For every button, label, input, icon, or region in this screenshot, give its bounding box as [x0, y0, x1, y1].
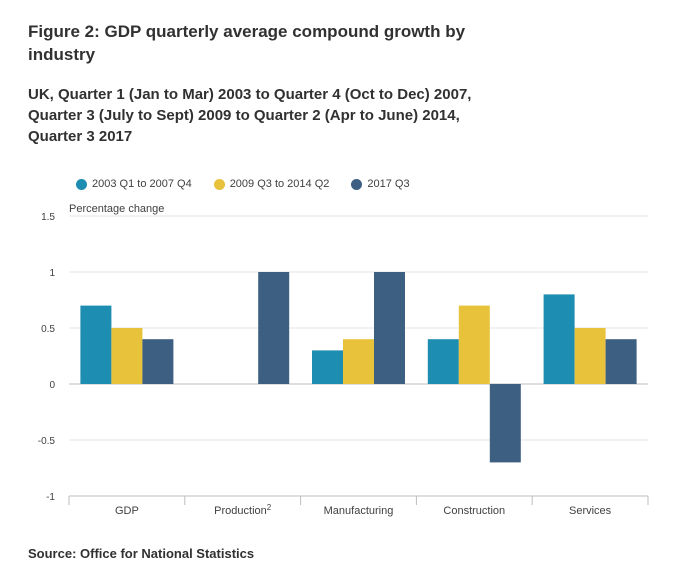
bar-manufacturing-series-2[interactable] [343, 339, 374, 384]
y-axis-label: Percentage change [69, 203, 164, 215]
bar-services-series-3[interactable] [605, 339, 637, 384]
y-tick-labels: 1.5 1 0.5 0 -0.5 -1 [38, 212, 56, 503]
x-tick-label-manufacturing: Manufacturing [324, 505, 394, 517]
legend-swatch-series-1 [76, 178, 87, 190]
legend-item-series-3[interactable]: 2017 Q3 [351, 178, 410, 190]
legend-label-series-2: 2009 Q3 to 2014 Q2 [229, 178, 330, 190]
bar-gdp-series-1[interactable] [80, 305, 112, 384]
legend-item-series-1[interactable]: 2003 Q1 to 2007 Q4 [76, 178, 192, 190]
y-tick-label: 0 [49, 380, 55, 391]
bar-gdp-series-3[interactable] [142, 339, 174, 384]
x-tick-label-gdp: GDP [115, 505, 139, 517]
chart-title: Figure 2: GDP quarterly average compound… [28, 22, 466, 64]
legend-swatch-series-2 [213, 178, 225, 190]
legend-swatch-series-3 [351, 178, 363, 190]
x-tick-label-production: Production2 [214, 503, 272, 517]
bar-production-series-3[interactable] [258, 272, 290, 384]
bars [80, 272, 637, 463]
y-tick-label: -1 [46, 492, 55, 503]
x-tick-labels: GDP Production2 Manufacturing Construction S… [115, 503, 612, 517]
bar-construction-series-1[interactable] [427, 339, 459, 384]
x-axis [68, 495, 649, 505]
bar-construction-series-3[interactable] [489, 384, 521, 463]
y-tick-label: -0.5 [38, 436, 56, 447]
bar-manufacturing-series-3[interactable] [374, 272, 405, 384]
bar-chart: Percentage change 1.5 1 0.5 0 -0.5 -1 GDP Prod… [38, 203, 649, 517]
x-tick-label-services: Services [569, 505, 612, 517]
legend-label-series-1: 2003 Q1 to 2007 Q4 [92, 178, 192, 190]
source-note: Source: Office for National Statistics [28, 546, 255, 561]
chart-subtitle: UK, Quarter 1 (Jan to Mar) 2003 to Quart… [28, 86, 472, 145]
y-tick-label: 1 [49, 268, 55, 279]
bar-manufacturing-series-1[interactable] [312, 350, 343, 384]
x-tick-label-construction: Construction [443, 505, 505, 517]
legend: 2003 Q1 to 2007 Q4 2009 Q3 to 2014 Q2 20… [76, 175, 432, 193]
legend-label-series-3: 2017 Q3 [367, 178, 410, 190]
bar-services-series-1[interactable] [543, 294, 575, 384]
footnote-superscript: 2 [267, 503, 272, 512]
bar-gdp-series-2[interactable] [111, 328, 143, 384]
bar-services-series-2[interactable] [574, 328, 606, 384]
y-tick-label: 0.5 [41, 324, 55, 335]
legend-item-series-2[interactable]: 2009 Q3 to 2014 Q2 [213, 178, 330, 190]
bar-construction-series-2[interactable] [458, 305, 490, 384]
y-tick-label: 1.5 [41, 212, 55, 223]
